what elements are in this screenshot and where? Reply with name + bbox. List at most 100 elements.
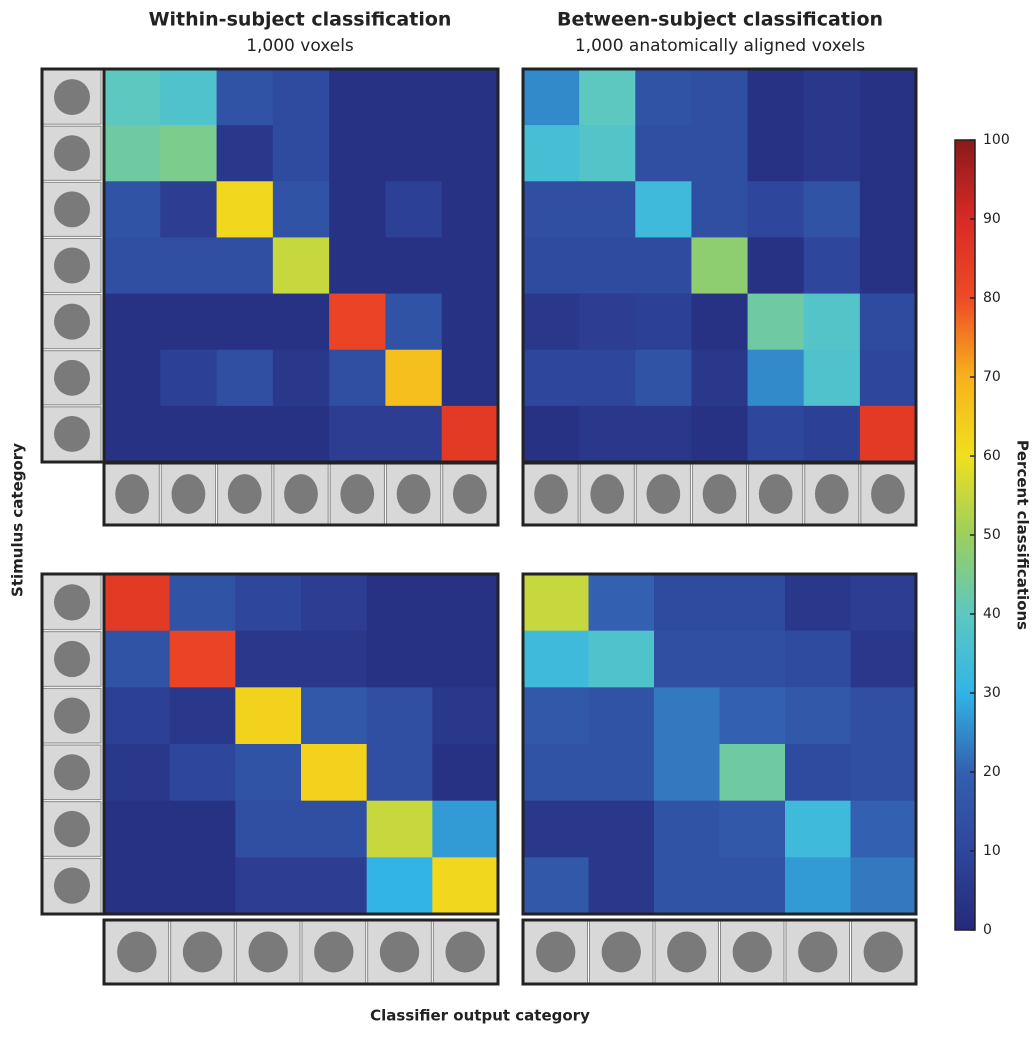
heatmap-cell bbox=[432, 574, 499, 632]
heatmap-cell bbox=[235, 687, 302, 745]
heatmap-cell bbox=[441, 405, 499, 463]
heatmap-cell bbox=[850, 630, 917, 688]
heatmap-cell bbox=[523, 349, 580, 407]
heatmap-cell bbox=[169, 800, 236, 858]
heatmap-cell bbox=[588, 630, 655, 688]
category-image-shape bbox=[171, 474, 206, 514]
category-image-shape bbox=[396, 474, 431, 514]
heatmap-cell bbox=[104, 181, 161, 238]
heatmap-cell bbox=[160, 237, 218, 295]
category-image-shape bbox=[227, 474, 262, 514]
panel-title: Between-subject classification bbox=[557, 9, 883, 31]
heatmap-cell bbox=[523, 687, 589, 745]
heatmap-cell bbox=[691, 405, 749, 463]
category-image bbox=[42, 350, 102, 406]
heatmap-cell bbox=[366, 574, 433, 632]
colorbar-tick-label: 60 bbox=[983, 448, 1001, 464]
heatmap-cell bbox=[441, 237, 499, 295]
category-image-shape bbox=[54, 584, 90, 621]
heatmap-cell bbox=[859, 349, 917, 407]
panel-title: Within-subject classification bbox=[149, 9, 452, 31]
heatmap-cell bbox=[588, 800, 655, 858]
heatmap-cell bbox=[785, 857, 851, 915]
heatmap-cell bbox=[301, 687, 368, 745]
icon-frame bbox=[40, 572, 106, 916]
colorbar-tick-label: 70 bbox=[983, 369, 1001, 385]
heatmap-cell bbox=[366, 744, 433, 802]
category-image-shape bbox=[54, 135, 90, 172]
heatmap-cell bbox=[747, 293, 805, 351]
heatmap-cell bbox=[441, 293, 499, 351]
heatmap-cell bbox=[719, 857, 786, 915]
heatmap-cell bbox=[169, 687, 236, 745]
category-image-shape bbox=[646, 474, 681, 514]
colorbar-tick-label: 40 bbox=[983, 606, 1001, 622]
category-image-shape bbox=[536, 931, 576, 973]
heatmap-cell bbox=[719, 800, 786, 858]
heatmap-cell bbox=[216, 181, 274, 238]
heatmap-cell bbox=[859, 69, 917, 126]
heatmap-cell bbox=[850, 744, 917, 802]
heatmap-cell bbox=[385, 349, 443, 407]
category-image-shape bbox=[54, 191, 90, 228]
heatmap-cell bbox=[104, 237, 161, 295]
category-image-shape bbox=[758, 474, 793, 514]
icon-frame bbox=[102, 461, 500, 527]
heatmap-cell bbox=[272, 405, 330, 463]
x-axis-label: Classifier output category bbox=[370, 1007, 590, 1025]
heatmap-cell bbox=[216, 69, 274, 126]
heatmap-cell bbox=[523, 800, 589, 858]
colorbar-tick-label: 50 bbox=[983, 527, 1001, 543]
heatmap-cell bbox=[272, 125, 330, 182]
colorbar-tick-label: 90 bbox=[983, 211, 1001, 227]
category-image-shape bbox=[798, 931, 838, 973]
category-image-shape bbox=[814, 474, 849, 514]
heatmap-cell bbox=[719, 744, 786, 802]
heatmap-cell bbox=[385, 125, 443, 182]
heatmap-cell bbox=[366, 857, 433, 915]
category-image-shape bbox=[452, 474, 487, 514]
heatmap-cell bbox=[691, 293, 749, 351]
heatmap-cell bbox=[366, 800, 433, 858]
category-image-shape bbox=[732, 931, 772, 973]
panel-subtitle: 1,000 voxels bbox=[246, 36, 354, 56]
category-image-shape bbox=[534, 474, 568, 514]
category-image-shape bbox=[445, 931, 485, 973]
heatmap-cell bbox=[691, 69, 749, 126]
heatmap-cell bbox=[216, 293, 274, 351]
category-image-shape bbox=[863, 931, 903, 973]
heatmap-cell bbox=[785, 744, 851, 802]
heatmap-cell bbox=[859, 125, 917, 182]
heatmap-cell bbox=[385, 181, 443, 238]
heatmap-cell bbox=[785, 630, 851, 688]
heatmap-cell bbox=[579, 349, 636, 407]
heatmap-cell bbox=[432, 744, 499, 802]
heatmap-cell bbox=[719, 630, 786, 688]
heatmap-cell bbox=[104, 630, 171, 688]
heatmap-cell bbox=[691, 349, 749, 407]
heatmap-cell bbox=[366, 630, 433, 688]
heatmap-cell bbox=[235, 744, 302, 802]
category-image-shape bbox=[54, 79, 90, 116]
heatmap-cell bbox=[432, 800, 499, 858]
heatmap-cell bbox=[441, 125, 499, 182]
heatmap-cell bbox=[635, 181, 692, 238]
heatmap-cell bbox=[859, 405, 917, 463]
heatmap-cell bbox=[441, 349, 499, 407]
heatmap-cell bbox=[579, 69, 636, 126]
heatmap-cell bbox=[329, 237, 386, 295]
category-image-shape bbox=[54, 640, 90, 678]
heatmap-cell bbox=[329, 69, 386, 126]
heatmap-cell bbox=[104, 857, 171, 915]
heatmap-cell bbox=[654, 857, 720, 915]
panel-subtitle: 1,000 anatomically aligned voxels bbox=[575, 36, 865, 56]
heatmap-cell bbox=[859, 237, 917, 295]
heatmap-cell bbox=[654, 630, 720, 688]
heatmap-cell bbox=[523, 405, 580, 463]
category-image-shape bbox=[248, 931, 288, 973]
heatmap-cell bbox=[747, 125, 805, 182]
heatmap-cell bbox=[523, 293, 580, 351]
heatmap-cell bbox=[160, 405, 218, 463]
category-image-shape bbox=[54, 415, 90, 452]
